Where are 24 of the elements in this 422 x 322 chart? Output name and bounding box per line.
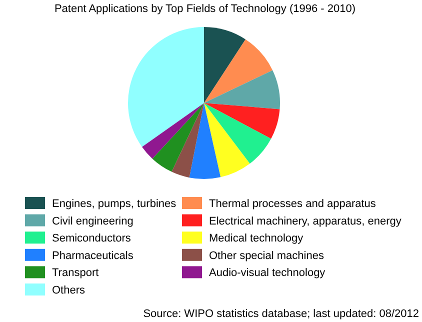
- pie-slice: [204, 70, 280, 110]
- legend-label: Engines, pumps, turbines: [52, 198, 177, 210]
- pie-slice: [204, 39, 273, 103]
- legend-label: Other special machines: [209, 250, 324, 262]
- legend-label: Civil engineering: [52, 215, 134, 228]
- pie-slice: [128, 27, 204, 147]
- legend-label: Audio-visual technology: [209, 267, 326, 280]
- legend-label: Transport: [52, 267, 99, 280]
- pie-slice: [142, 103, 204, 159]
- source-note: Source: WIPO statistics database; last updated: 08/2012: [143, 308, 419, 320]
- pie-slice: [204, 103, 272, 164]
- pie-slice: [204, 103, 280, 139]
- pie-slice: [152, 103, 204, 172]
- legend-label: Others: [52, 284, 86, 296]
- pie-slice: [172, 103, 204, 178]
- legend-label: Electrical machinery, apparatus, energy: [209, 215, 402, 228]
- pie-slice: [204, 103, 250, 178]
- chart-title: Patent Applications by Top Fields of Technology (1996 - 2010): [54, 3, 356, 15]
- legend-label: Semiconductors: [52, 232, 132, 245]
- legend-label: Thermal processes and apparatus: [209, 198, 376, 210]
- pie-slice: [204, 27, 246, 103]
- pie-slice: [189, 103, 221, 179]
- legend-label: Medical technology: [209, 232, 304, 245]
- legend-label: Pharmaceuticals: [52, 250, 134, 262]
